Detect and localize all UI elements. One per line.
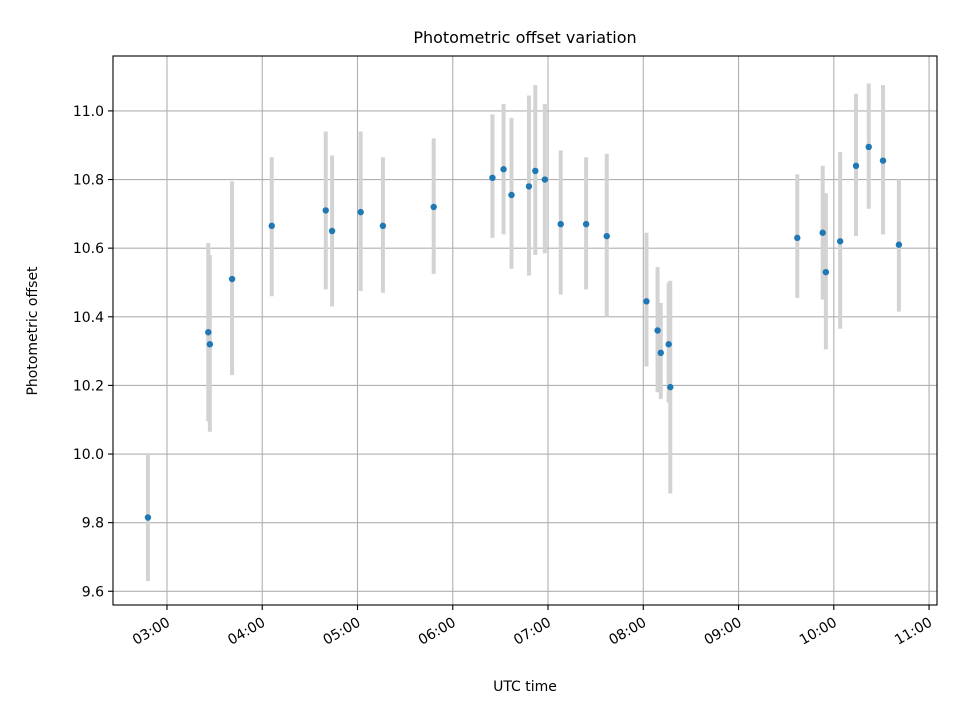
data-points	[144, 143, 903, 521]
data-point	[852, 162, 860, 169]
y-tick-label: 10.0	[73, 447, 104, 463]
data-point	[357, 208, 364, 216]
data-point	[794, 234, 801, 242]
data-point	[654, 327, 661, 334]
data-point	[489, 174, 496, 182]
data-point	[525, 183, 533, 190]
data-point	[557, 220, 564, 228]
plot-frame	[112, 55, 938, 606]
y-tick-label: 11.0	[73, 104, 104, 120]
y-tick-label: 10.8	[73, 173, 104, 189]
data-point	[205, 329, 212, 336]
data-point	[667, 383, 674, 391]
y-tick-label: 10.6	[73, 241, 104, 257]
y-tick-label: 9.6	[82, 584, 104, 600]
data-point	[822, 268, 830, 276]
data-point	[328, 227, 336, 235]
data-point	[508, 191, 515, 199]
data-point	[865, 143, 872, 151]
data-point	[144, 514, 152, 521]
data-point	[657, 349, 664, 357]
data-point	[430, 203, 437, 211]
y-axis-ticks: 9.6 9.8 10.0 10.2 10.4 10.6 10.8 11.0	[73, 104, 113, 600]
data-point	[836, 238, 844, 245]
data-point	[819, 229, 826, 236]
data-point	[643, 298, 650, 305]
y-tick-label: 9.8	[82, 516, 104, 532]
data-point	[532, 167, 539, 175]
chart-title: Photometric offset variation	[413, 28, 636, 47]
data-point	[500, 166, 507, 173]
y-tick-label: 10.2	[73, 378, 104, 394]
data-point	[541, 176, 549, 183]
data-point	[379, 222, 387, 230]
data-point	[603, 232, 610, 240]
data-point	[895, 241, 903, 248]
x-axis-label: UTC time	[493, 679, 557, 695]
y-axis-label: Photometric offset	[25, 266, 41, 396]
data-point	[268, 222, 275, 230]
data-point	[206, 341, 214, 348]
data-point	[322, 207, 329, 214]
data-point	[879, 157, 887, 164]
y-tick-label: 10.4	[73, 310, 104, 326]
grid-lines	[113, 56, 937, 605]
data-point	[665, 341, 672, 348]
data-point	[228, 275, 236, 283]
data-point	[582, 220, 590, 228]
